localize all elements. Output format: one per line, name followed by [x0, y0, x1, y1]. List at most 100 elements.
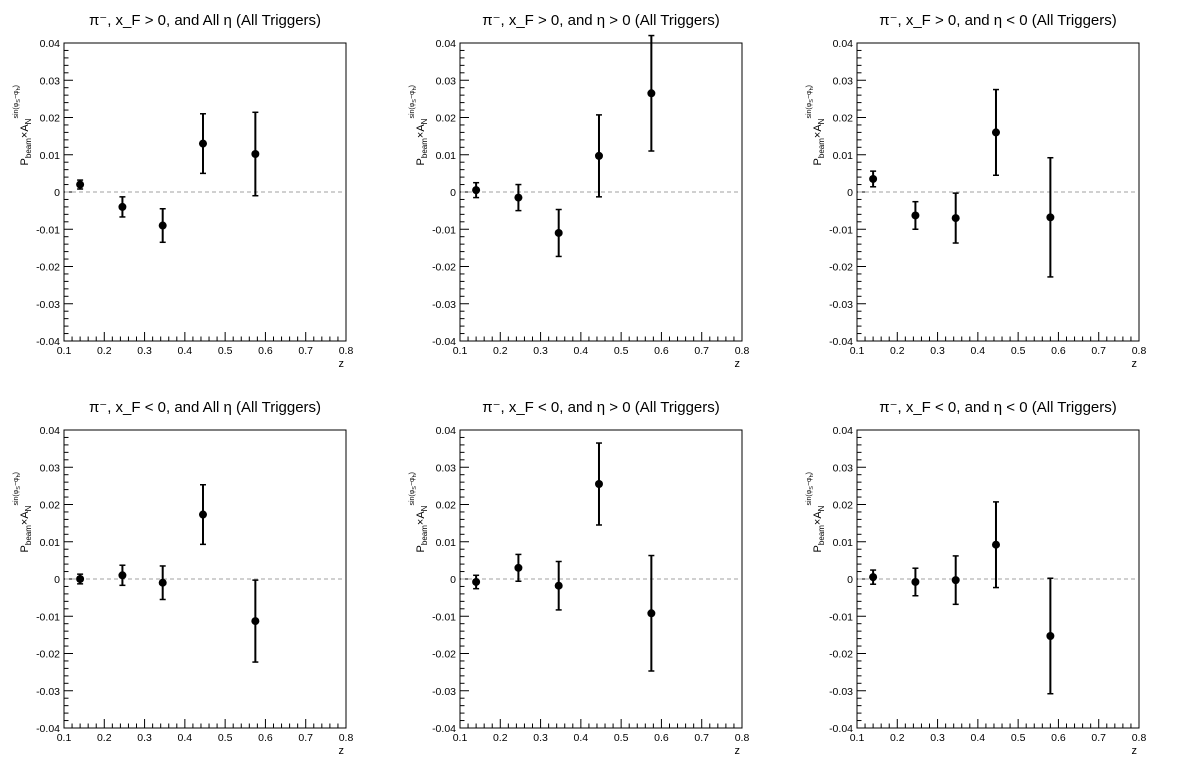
y-tick-label: -0.04: [432, 336, 456, 348]
x-axis-label: z: [1132, 745, 1138, 757]
x-tick-label: 0.8: [339, 345, 354, 357]
y-tick-label: 0.02: [833, 113, 854, 125]
x-tick-label: 0.1: [57, 732, 72, 744]
y-tick-label: -0.02: [36, 649, 60, 661]
data-point-3: [158, 221, 167, 230]
y-tick-label: -0.03: [432, 686, 456, 698]
data-point-1: [76, 575, 85, 583]
y-tick-label: -0.03: [432, 299, 456, 311]
data-point-4: [594, 480, 603, 489]
chart-panel-2: π⁻, x_F > 0, and η > 0 (All Triggers) 0.1…: [409, 12, 749, 370]
x-tick-label: 0.6: [654, 732, 669, 744]
x-tick-label: 0.8: [1132, 345, 1147, 357]
data-point-2: [118, 571, 127, 580]
x-tick-label: 0.4: [178, 732, 193, 744]
y-tick-label: 0.03: [436, 462, 457, 474]
x-axis-label: z: [1132, 358, 1138, 370]
y-tick-label: 0.02: [436, 113, 457, 125]
x-tick-label: 0.5: [614, 732, 629, 744]
x-tick-label: 0.7: [1091, 345, 1106, 357]
y-tick-label: -0.02: [432, 262, 456, 274]
x-axis-label: z: [339, 358, 345, 370]
y-tick-label: 0: [450, 187, 456, 199]
y-tick-label: -0.01: [432, 224, 456, 236]
y-tick-label: 0: [847, 187, 853, 199]
x-tick-label: 0.7: [694, 732, 709, 744]
data-point-3: [951, 576, 960, 585]
chart-title: π⁻, x_F < 0, and η > 0 (All Triggers): [482, 399, 720, 416]
x-tick-label: 0.7: [1091, 732, 1106, 744]
x-tick-label: 0.8: [339, 732, 354, 744]
data-point-2: [118, 202, 127, 211]
data-point-1: [869, 174, 878, 183]
x-tick-label: 0.5: [1011, 732, 1026, 744]
y-tick-label: 0.04: [833, 38, 854, 50]
x-tick-label: 0.8: [1132, 732, 1147, 744]
chart-title: π⁻, x_F > 0, and η > 0 (All Triggers): [482, 12, 720, 29]
y-axis-label: Pbeam×ANsin(φS−φh): [806, 472, 826, 552]
x-axis-label: z: [735, 745, 741, 757]
y-tick-label: -0.01: [432, 611, 456, 623]
x-tick-label: 0.6: [654, 345, 669, 357]
x-tick-label: 0.1: [57, 345, 72, 357]
x-tick-label: 0.5: [218, 732, 233, 744]
data-point-1: [869, 573, 878, 582]
x-tick-label: 0.8: [735, 345, 750, 357]
x-tick-label: 0.7: [694, 345, 709, 357]
data-point-2: [514, 193, 523, 202]
x-tick-label: 0.8: [735, 732, 750, 744]
data-point-5: [647, 609, 656, 618]
y-tick-label: -0.01: [36, 611, 60, 623]
data-point-2: [911, 211, 920, 220]
y-tick-label: 0: [54, 574, 60, 586]
chart-panel-3: π⁻, x_F > 0, and η < 0 (All Triggers) 0.1…: [806, 12, 1146, 370]
y-tick-label: 0.04: [833, 425, 854, 437]
data-point-3: [554, 581, 563, 590]
chart-title: π⁻, x_F > 0, and η < 0 (All Triggers): [879, 12, 1117, 29]
y-tick-label: 0.03: [436, 75, 457, 87]
y-tick-label: 0.03: [833, 462, 854, 474]
x-axis-label: z: [339, 745, 345, 757]
x-tick-label: 0.3: [930, 345, 945, 357]
data-point-3: [554, 228, 563, 237]
y-axis-label: Pbeam×ANsin(φS−φh): [13, 85, 33, 165]
y-tick-label: 0.01: [436, 150, 457, 162]
x-tick-label: 0.1: [453, 345, 468, 357]
x-tick-label: 0.2: [493, 732, 508, 744]
x-tick-label: 0.6: [258, 732, 273, 744]
y-axis-label: Pbeam×ANsin(φS−φh): [806, 85, 826, 165]
y-tick-label: 0.03: [833, 75, 854, 87]
data-point-3: [158, 578, 167, 587]
x-tick-label: 0.1: [850, 345, 865, 357]
y-tick-label: -0.01: [36, 224, 60, 236]
y-tick-label: 0.01: [40, 150, 61, 162]
y-tick-label: 0: [847, 574, 853, 586]
y-tick-label: -0.01: [829, 611, 853, 623]
x-tick-label: 0.4: [971, 732, 986, 744]
x-tick-label: 0.2: [890, 345, 905, 357]
x-tick-label: 0.4: [178, 345, 193, 357]
y-axis-label: Pbeam×ANsin(φS−φh): [13, 472, 33, 552]
data-point-4: [594, 151, 603, 160]
y-tick-label: 0.01: [833, 150, 854, 162]
y-tick-label: 0: [54, 187, 60, 199]
x-tick-label: 0.3: [930, 732, 945, 744]
y-axis-label: Pbeam×ANsin(φS−φh): [409, 472, 429, 552]
chart-panel-5: π⁻, x_F < 0, and η > 0 (All Triggers) 0.1…: [409, 399, 749, 757]
chart-panel-1: π⁻, x_F > 0, and All η (All Triggers) 0.1…: [13, 12, 353, 370]
y-tick-label: -0.02: [829, 649, 853, 661]
x-tick-label: 0.2: [890, 732, 905, 744]
x-tick-label: 0.1: [850, 732, 865, 744]
x-tick-label: 0.5: [218, 345, 233, 357]
x-tick-label: 0.2: [97, 732, 112, 744]
x-tick-label: 0.7: [298, 345, 313, 357]
y-tick-label: -0.04: [432, 723, 456, 735]
y-tick-label: 0.01: [40, 537, 61, 549]
x-tick-label: 0.2: [97, 345, 112, 357]
x-tick-label: 0.7: [298, 732, 313, 744]
y-tick-label: -0.02: [432, 649, 456, 661]
chart-panel-6: π⁻, x_F < 0, and η < 0 (All Triggers) 0.1…: [806, 399, 1146, 757]
data-point-2: [911, 577, 920, 586]
y-tick-label: -0.04: [36, 336, 60, 348]
